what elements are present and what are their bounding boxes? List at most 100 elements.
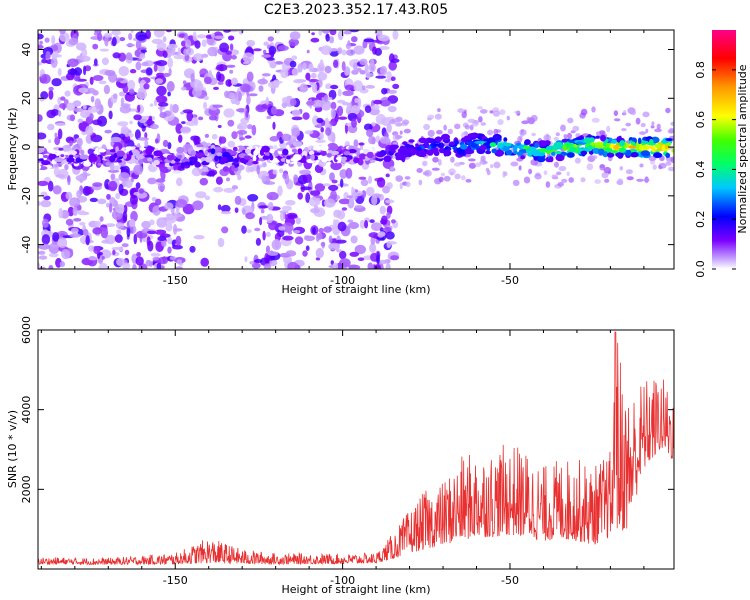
spectrogram-cell (297, 192, 304, 200)
spectrogram-cell (38, 132, 47, 140)
spectrogram-cell (289, 98, 297, 107)
spectrogram-cell (625, 122, 631, 127)
spectrogram-cell (92, 182, 103, 188)
spectrogram-cell (118, 91, 126, 97)
spectrogram-cell (141, 61, 149, 67)
spectrogram-cell (220, 211, 232, 215)
spectrogram-cell (348, 221, 360, 230)
spectrogram-cell (242, 208, 246, 215)
spectrogram-cell (280, 211, 285, 222)
spectrogram-cell (59, 261, 65, 268)
spectrogram-cell (649, 138, 654, 146)
spectrogram-cell (244, 135, 252, 139)
spectrogram-cell (495, 150, 505, 156)
spectrogram-cell (122, 83, 129, 94)
spectrogram-cell (104, 69, 116, 77)
spectrogram-cell (670, 156, 674, 164)
spectrogram-cell (665, 152, 671, 159)
spectrogram-cell (183, 161, 191, 166)
spectrogram-cell (116, 257, 125, 267)
spectrogram-cell (465, 178, 472, 183)
spectrogram-cell (48, 89, 54, 100)
spectrogram-cell (261, 73, 271, 77)
spectrogram-cell (144, 120, 155, 125)
spectrogram-cell (287, 231, 293, 235)
spectrogram-cell (144, 139, 149, 148)
spectrogram-cell (454, 140, 459, 145)
spectrogram-cell (643, 178, 650, 182)
spectrogram-cell (162, 139, 169, 148)
spectrogram-cell (167, 236, 173, 245)
spectrogram-cell (404, 144, 411, 149)
spectrogram-cell (181, 40, 187, 47)
spectrogram-cell (548, 156, 554, 163)
spectrogram-cell (427, 114, 435, 120)
spectrogram-cell (181, 86, 187, 91)
spectrogram-cell (447, 128, 453, 135)
spectrogram-cell (479, 144, 487, 151)
spectrogram-frame (37, 29, 675, 270)
spectrogram-cell (248, 93, 258, 97)
spectrogram-cell (512, 144, 518, 152)
spectrogram-cell (408, 139, 415, 143)
spectrogram-cell (371, 104, 380, 111)
spectrogram-cell (569, 146, 576, 153)
spectrogram-cell (310, 37, 320, 43)
spectrogram-cell (409, 147, 414, 155)
spectrogram-cell (640, 150, 651, 157)
spectrogram-cell (227, 35, 235, 41)
spectrogram-cell (536, 156, 546, 163)
spectrogram-cell (348, 199, 353, 206)
spectrogram-cell (319, 145, 327, 151)
spectrogram-cell (607, 170, 611, 175)
spectrogram-cell (333, 59, 339, 68)
spectrogram-cell (291, 109, 301, 117)
spectrogram-cell (134, 129, 141, 140)
spectrogram-cell (669, 127, 674, 134)
spectrogram-cell (244, 256, 248, 263)
spectrogram-cell (166, 81, 175, 92)
spectrogram-cell (123, 204, 128, 214)
spectrogram-cell (83, 65, 87, 76)
spectrogram-cell (386, 116, 395, 120)
spectrogram-cell (98, 148, 107, 153)
spectrogram-cell (174, 213, 183, 218)
spectrogram-cell (613, 144, 620, 150)
spectrogram-cell (332, 262, 339, 269)
spectrogram-cell (436, 129, 443, 135)
spectrogram-cell (97, 115, 108, 127)
spectrogram-cell (204, 76, 212, 85)
spectrogram-cell (185, 47, 194, 56)
spectrogram-cell (54, 157, 64, 163)
spectrogram-cell (358, 176, 367, 180)
spectrogram-cell (54, 132, 58, 138)
spectrogram-cell (108, 202, 113, 213)
spectrogram-cell (365, 186, 375, 197)
spectrogram-cell (373, 264, 381, 269)
spectrogram-cell (251, 124, 257, 136)
spectrogram-cell (330, 108, 336, 119)
spectrogram-cell (116, 229, 122, 236)
spectrogram-cell (566, 152, 575, 158)
spectrogram-cell (351, 36, 358, 43)
spectrogram-cell (403, 128, 411, 134)
spectrogram-cell (116, 150, 125, 157)
spectrogram-cell (368, 62, 376, 73)
spectrogram-cell (341, 207, 348, 211)
spectrogram-cell (271, 239, 282, 251)
spectrogram-cell (365, 72, 374, 78)
spectrogram-cell (346, 102, 351, 112)
spectrogram-cell (173, 54, 185, 60)
spectrogram-cell (104, 129, 112, 134)
spectrogram-cell (61, 144, 72, 153)
spectrogram-cell (636, 178, 644, 182)
spectrogram-cell (394, 134, 402, 140)
spectrogram-cell (222, 166, 230, 172)
spectrogram-cell (155, 198, 162, 206)
spectrogram-cell (88, 256, 98, 261)
spectrogram-cell (153, 99, 158, 107)
spectrogram-cell (277, 228, 285, 238)
spectrogram-cell (609, 143, 615, 149)
spectrogram-cell (369, 108, 380, 116)
spectrogram-cell (256, 164, 261, 175)
